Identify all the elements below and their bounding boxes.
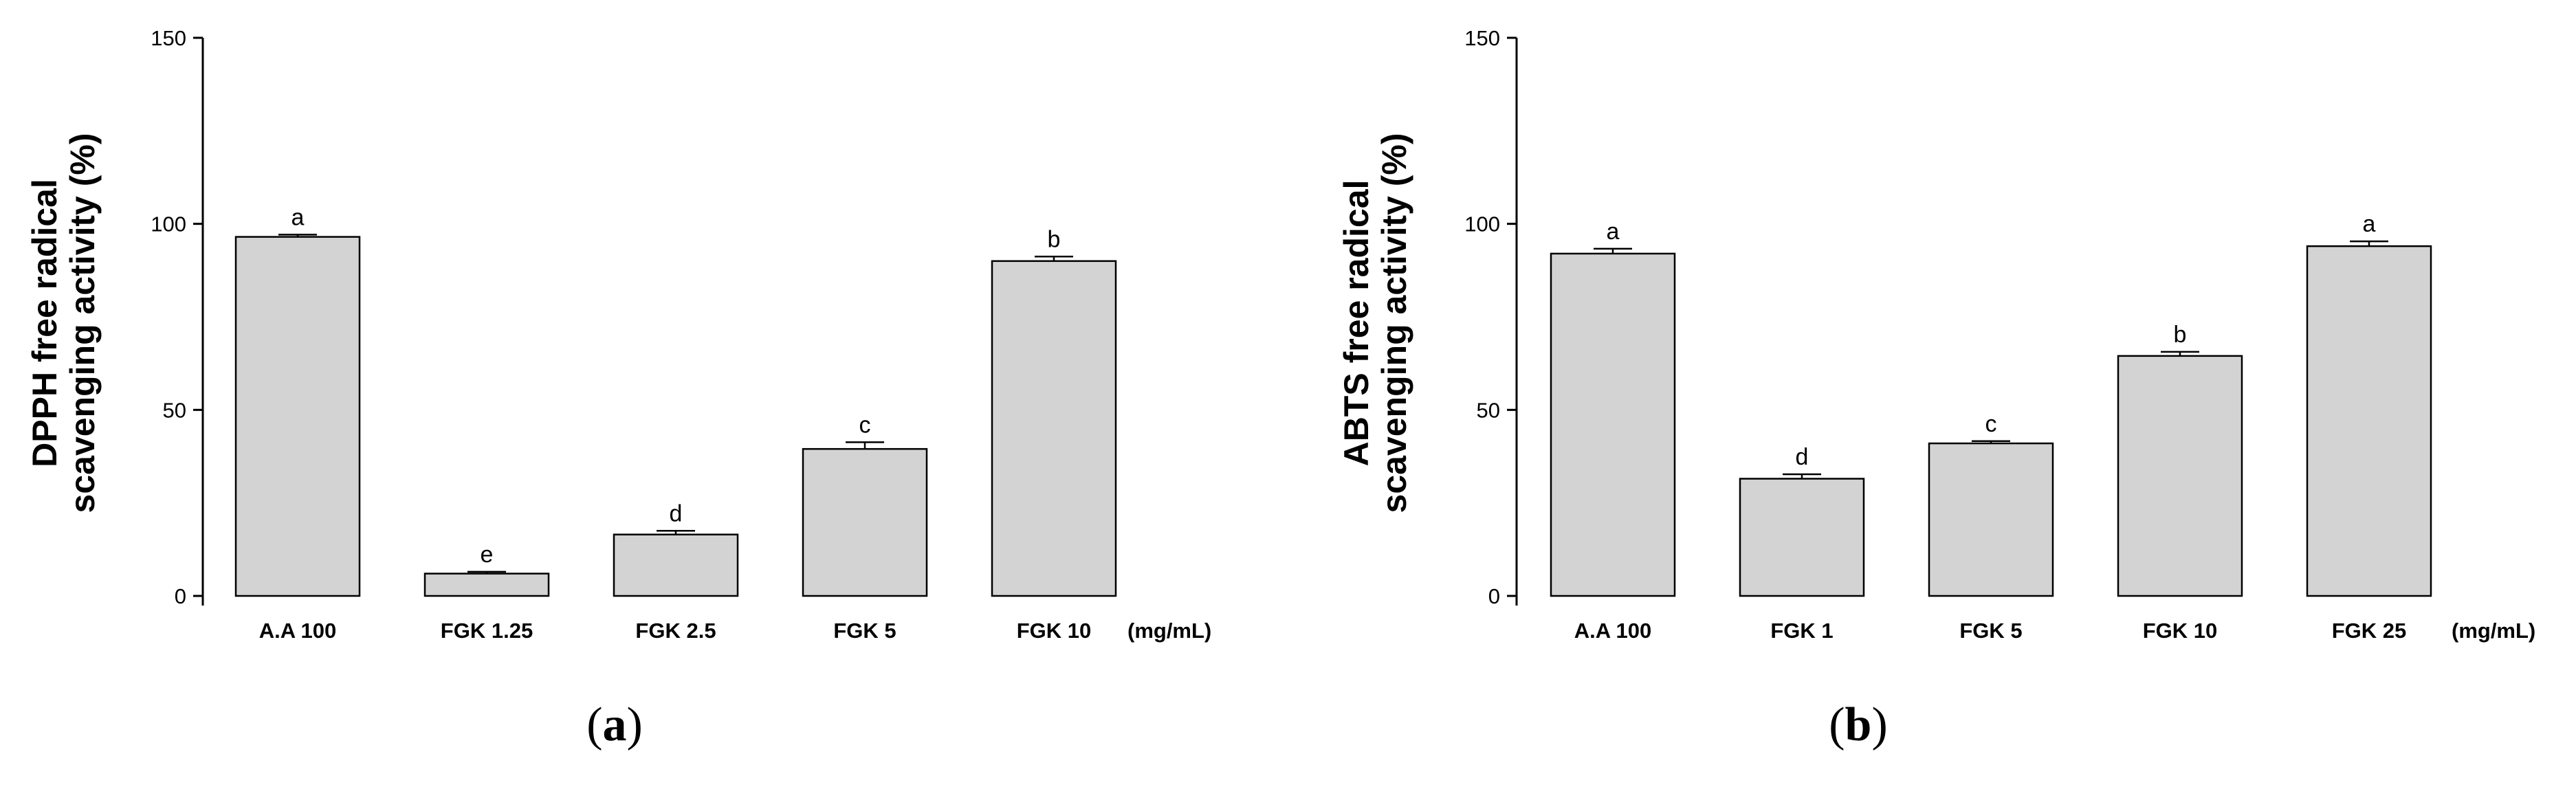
significance-label: c xyxy=(1985,411,1997,437)
panel-label: (a) xyxy=(586,698,643,751)
panel-letter: b xyxy=(1845,698,1872,751)
significance-label: d xyxy=(1796,444,1809,470)
x-tick-label: FGK 1.25 xyxy=(441,619,533,643)
significance-label: a xyxy=(291,204,305,230)
plot-area-b: 0 50 100 150 a A.A 100 d FGK 1 c FGK 5 b FGK 10 a FGK… xyxy=(1464,26,2432,643)
y-tick-label: 0 xyxy=(175,584,186,608)
significance-label: a xyxy=(2363,211,2376,237)
panel-a: 0 50 100 150 a A.A 100 e FGK 1.25 d FGK 2.5 c FGK 5… xyxy=(25,26,1211,751)
bar xyxy=(613,533,739,597)
y-tick-label: 0 xyxy=(1488,584,1500,608)
bar xyxy=(1739,478,1865,597)
bar xyxy=(2117,355,2243,597)
bar xyxy=(991,260,1117,597)
x-tick-label: FGK 10 xyxy=(1017,619,1092,643)
y-axis-title-line2: scavenging activity (%) xyxy=(1375,133,1413,513)
x-tick-label: FGK 5 xyxy=(1959,619,2022,643)
unit-label: (mg/mL) xyxy=(2452,619,2535,643)
y-tick-label: 100 xyxy=(151,212,186,236)
bar xyxy=(423,573,550,597)
y-tick-label: 50 xyxy=(163,398,186,422)
chart-a: 0 50 100 150 a A.A 100 e FGK 1.25 d FGK 2.5 c FGK 5… xyxy=(25,26,1211,643)
significance-label: e xyxy=(481,542,494,568)
panel-b: 0 50 100 150 a A.A 100 d FGK 1 c FGK 5 b FGK 10 a FGK… xyxy=(1288,0,2575,787)
bar xyxy=(1928,442,2054,597)
significance-label: d xyxy=(670,500,683,526)
x-tick-label: A.A 100 xyxy=(259,619,337,643)
panel-letter: a xyxy=(602,698,627,751)
y-axis-title-line1: ABTS free radical xyxy=(1337,180,1376,467)
bar xyxy=(802,447,928,597)
y-tick-label: 100 xyxy=(1464,212,1500,236)
y-axis-title-line2: scavenging activity (%) xyxy=(63,133,102,513)
y-axis-title-line1: DPPH free radical xyxy=(25,179,64,467)
plot-area-a: 0 50 100 150 a A.A 100 e FGK 1.25 d FGK 2.5 c FGK 5… xyxy=(151,26,1117,643)
panel-label: (b) xyxy=(1829,698,1888,751)
x-tick-label: FGK 5 xyxy=(833,619,896,643)
x-tick-label: FGK 1 xyxy=(1770,619,1833,643)
significance-label: b xyxy=(1048,226,1061,252)
unit-label: (mg/mL) xyxy=(1127,619,1211,643)
bar xyxy=(1550,252,1676,597)
y-tick-label: 50 xyxy=(1477,398,1500,422)
significance-label: a xyxy=(1607,219,1620,245)
y-tick-label: 150 xyxy=(1464,26,1500,50)
x-tick-label: FGK 10 xyxy=(2143,619,2218,643)
bar xyxy=(234,236,361,597)
y-tick-label: 150 xyxy=(151,26,186,50)
chart-b: 0 50 100 150 a A.A 100 d FGK 1 c FGK 5 b FGK 10 a FGK… xyxy=(1337,26,2535,643)
x-tick-label: FGK 25 xyxy=(2332,619,2407,643)
x-tick-label: A.A 100 xyxy=(1574,619,1652,643)
significance-label: c xyxy=(859,412,871,438)
x-tick-label: FGK 2.5 xyxy=(635,619,716,643)
significance-label: b xyxy=(2174,322,2187,348)
bar xyxy=(2306,245,2432,597)
